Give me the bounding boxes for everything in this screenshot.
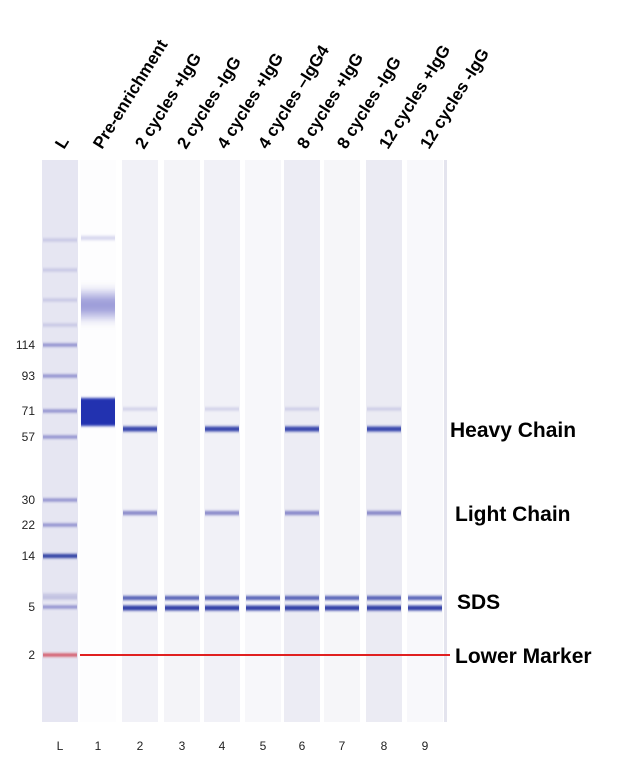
ladder-label: 14: [22, 549, 36, 563]
band: [408, 596, 442, 600]
band: [123, 596, 157, 600]
band: [43, 436, 77, 439]
lane-number: 8: [381, 739, 388, 753]
lane: [324, 160, 360, 722]
band: [43, 606, 77, 609]
band: [367, 408, 401, 411]
band: [43, 554, 77, 558]
band: [205, 606, 239, 611]
band: [246, 606, 280, 611]
band: [165, 606, 199, 611]
annotation: Heavy Chain: [450, 419, 576, 442]
annotation: SDS: [457, 591, 500, 614]
lane: [42, 160, 78, 722]
band: [205, 596, 239, 600]
ladder-label: 5: [28, 600, 35, 614]
band: [285, 511, 319, 515]
band: [43, 375, 77, 378]
band: [285, 606, 319, 611]
lane-number: 4: [219, 739, 226, 753]
band: [325, 596, 359, 600]
ladder-label: 114: [16, 338, 35, 352]
band: [205, 408, 239, 411]
band: [43, 594, 77, 597]
lane-number: 9: [422, 739, 429, 753]
lane-number: 5: [260, 739, 267, 753]
band: [123, 408, 157, 411]
band: [367, 606, 401, 611]
ladder-label: 93: [22, 369, 36, 383]
lane: [245, 160, 281, 722]
band: [205, 511, 239, 515]
band: [43, 499, 77, 502]
lane: [164, 160, 200, 722]
band: [81, 398, 115, 426]
band: [367, 596, 401, 600]
lane-number: 7: [339, 739, 346, 753]
gel-figure: LLPre-enrichment12 cycles +IgG22 cycles …: [0, 0, 622, 758]
lane: [122, 160, 158, 722]
ladder-label: 71: [22, 404, 36, 418]
band: [43, 239, 77, 242]
band: [43, 299, 77, 302]
band: [81, 236, 115, 240]
band: [43, 524, 77, 527]
annotation: Lower Marker: [455, 645, 592, 668]
lane: [80, 160, 116, 722]
ladder-label: 57: [22, 430, 36, 444]
lane-number: 3: [179, 739, 186, 753]
band: [205, 427, 239, 432]
band: [43, 269, 77, 272]
ladder-label: 2: [28, 648, 35, 662]
band: [367, 511, 401, 515]
band: [43, 410, 77, 413]
band: [285, 408, 319, 411]
lane: [204, 160, 240, 722]
band: [408, 606, 442, 611]
band: [43, 344, 77, 347]
band: [165, 596, 199, 600]
band: [123, 606, 157, 611]
lane: [366, 160, 402, 722]
band: [367, 427, 401, 432]
band: [285, 596, 319, 600]
band: [81, 294, 115, 316]
band: [43, 324, 77, 327]
lane-number: 6: [299, 739, 306, 753]
band: [123, 511, 157, 515]
gel-edge: [444, 160, 447, 722]
band: [246, 596, 280, 600]
band: [43, 597, 77, 600]
lane-number: L: [57, 739, 64, 753]
band: [123, 427, 157, 432]
band: [325, 606, 359, 611]
band: [43, 654, 77, 657]
annotation: Light Chain: [455, 503, 570, 526]
lane: [284, 160, 320, 722]
ladder-label: 30: [22, 493, 36, 507]
band: [285, 427, 319, 432]
lane: [407, 160, 443, 722]
lane-number: 2: [137, 739, 144, 753]
ladder-label: 22: [22, 518, 36, 532]
lane-number: 1: [95, 739, 102, 753]
